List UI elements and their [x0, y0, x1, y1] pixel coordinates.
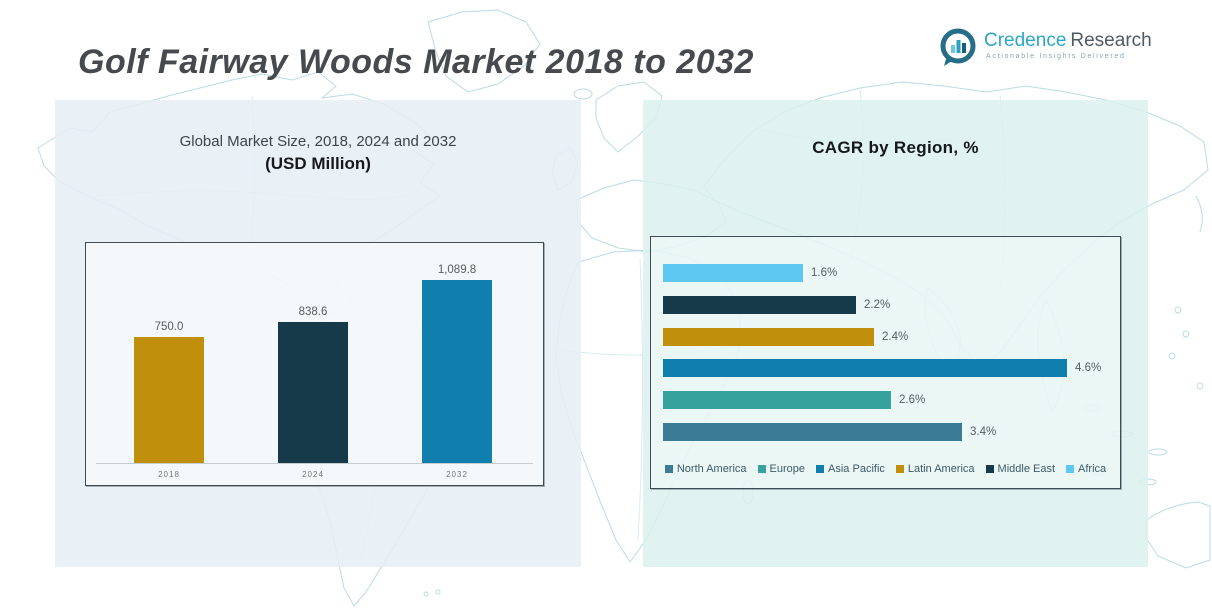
x-axis-tick-label: 2018 — [158, 470, 180, 479]
bar-value-label: 3.4% — [970, 426, 997, 438]
bar-row-europe: 2.6% — [663, 391, 925, 409]
bar-row-latin-america: 2.4% — [663, 328, 908, 346]
legend-item-latin-america: Latin America — [895, 463, 975, 475]
x-axis-tick-label: 2024 — [302, 470, 324, 479]
bar-row-asia-pacific: 4.6% — [663, 359, 1101, 377]
brand-name-research: Research — [1070, 30, 1152, 51]
legend-label: North America — [676, 463, 747, 475]
legend-item-middle-east: Middle East — [985, 463, 1056, 475]
legend-swatch — [816, 465, 825, 473]
bar-value-label: 2.4% — [882, 331, 909, 343]
bar-value-label: 1.6% — [811, 267, 838, 279]
legend-label: Middle East — [997, 463, 1056, 475]
bar-north-america — [663, 423, 962, 441]
bar-value-label: 2.6% — [899, 394, 926, 406]
bar-europe — [663, 391, 891, 409]
bar-row-africa: 1.6% — [663, 264, 837, 282]
legend-label: Asia Pacific — [828, 463, 885, 475]
x-axis-tick-label: 2032 — [446, 470, 468, 479]
legend-swatch — [1066, 465, 1075, 473]
legend-item-africa: Africa — [1066, 463, 1106, 475]
bar-asia-pacific — [663, 359, 1067, 377]
legend-label: Latin America — [907, 463, 975, 475]
brand-name-credence: Credence — [984, 30, 1067, 51]
bar-group-2024: 838.6 2024 — [278, 243, 348, 485]
page-title: Golf Fairway Woods Market 2018 to 2032 — [78, 42, 754, 81]
bar-value-label: 838.6 — [298, 306, 328, 318]
legend-swatch — [757, 465, 766, 473]
left-chart-title: Global Market Size, 2018, 2024 and 2032 — [179, 133, 457, 150]
bar-2032 — [422, 280, 492, 463]
bar-value-label: 4.6% — [1075, 362, 1102, 374]
cagr-panel: CAGR by Region, % 1.6% 2.2% 2.4% 4.6% 2.6% 3.… — [643, 100, 1148, 567]
bar-latin-america — [663, 328, 874, 346]
credence-logo-icon — [940, 28, 976, 66]
legend-swatch — [985, 465, 994, 473]
bar-group-2032: 1,089.8 2032 — [422, 243, 492, 485]
bar-africa — [663, 264, 803, 282]
bar-row-middle-east: 2.2% — [663, 296, 890, 314]
legend-swatch — [895, 465, 904, 473]
right-chart-title: CAGR by Region, % — [812, 138, 979, 157]
market-size-chart: 750.0 2018 838.6 2024 1,089.8 2032 — [85, 242, 544, 486]
bar-middle-east — [663, 296, 856, 314]
legend-label: Africa — [1078, 463, 1107, 475]
brand-name: Credence Research — [984, 31, 1152, 51]
bar-value-label: 750.0 — [154, 321, 184, 333]
market-size-panel: Global Market Size, 2018, 2024 and 2032 … — [55, 100, 581, 567]
legend-label: Europe — [769, 463, 806, 475]
cagr-chart: 1.6% 2.2% 2.4% 4.6% 2.6% 3.4% North America Eu… — [650, 236, 1121, 489]
x-axis-line — [96, 463, 533, 464]
cagr-legend: North America Europe Asia Pacific Latin Ame… — [651, 463, 1120, 475]
legend-item-north-america: North America — [664, 463, 747, 475]
brand-logo: Credence Research Actionable Insights Del… — [939, 28, 1152, 68]
legend-item-europe: Europe — [757, 463, 806, 475]
bar-2018 — [134, 337, 204, 463]
bar-group-2018: 750.0 2018 — [134, 243, 204, 485]
bar-value-label: 2.2% — [864, 299, 891, 311]
bar-row-north-america: 3.4% — [663, 423, 996, 441]
left-chart-subtitle: (USD Million) — [265, 154, 371, 173]
legend-item-asia-pacific: Asia Pacific — [816, 463, 885, 475]
brand-tagline: Actionable Insights Delivered — [986, 53, 1126, 60]
bar-2024 — [278, 322, 348, 463]
bar-value-label: 1,089.8 — [437, 264, 477, 276]
legend-swatch — [664, 465, 673, 473]
